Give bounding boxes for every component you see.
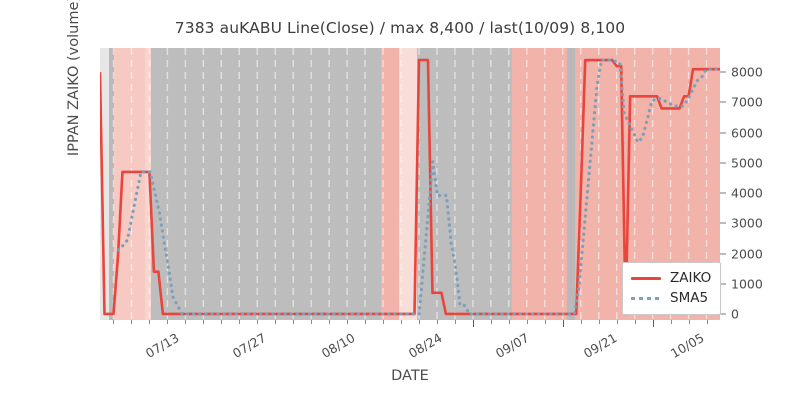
- legend-label-sma5: SMA5: [670, 290, 709, 306]
- x-axis-ticks: [100, 320, 720, 329]
- x-axis-tick-label: 09/07: [493, 330, 532, 362]
- background-band: [566, 48, 575, 320]
- y-axis-tick: 6000: [720, 125, 763, 140]
- data-series-layer: [100, 58, 720, 316]
- y-axis: 0 1000 2000 3000 4000 5000 6000 7000 8000: [720, 48, 798, 321]
- y-axis-tick: 1000: [720, 276, 763, 291]
- solid-line-icon: [631, 272, 661, 284]
- x-axis-minor-tick: [454, 320, 456, 324]
- x-axis-minor-tick: [688, 320, 690, 324]
- background-band: [144, 48, 151, 320]
- x-axis-major-tick: [562, 320, 565, 327]
- x-axis-minor-tick: [490, 320, 492, 324]
- x-axis-minor-tick: [311, 320, 313, 324]
- x-axis-minor-tick: [598, 320, 600, 324]
- x-axis-tick-label: 10/05: [667, 330, 707, 362]
- y-axis-tick: 3000: [720, 216, 763, 231]
- x-axis-labels: 07/13 07/27 08/10 08/24 09/07 09/21 10/05: [100, 330, 720, 370]
- x-axis-minor-tick: [113, 320, 115, 324]
- x-axis-minor-tick: [149, 320, 151, 324]
- background-band: [113, 48, 145, 320]
- x-axis-tick-label: 07/27: [230, 330, 269, 362]
- x-axis-minor-tick: [508, 320, 510, 324]
- x-axis-minor-tick: [329, 320, 331, 324]
- x-axis-minor-tick: [616, 320, 618, 324]
- x-axis-minor-tick: [544, 320, 546, 324]
- x-axis-minor-tick: [634, 320, 636, 324]
- chart-title: 7383 auKABU Line(Close) / max 8,400 / la…: [174, 19, 626, 37]
- x-axis-title: DATE: [391, 368, 429, 384]
- y-axis-tick: 8000: [720, 65, 763, 80]
- x-axis-minor-tick: [526, 320, 528, 324]
- background-band: [150, 48, 382, 320]
- y-axis-tick: 4000: [720, 186, 763, 201]
- y-axis-tick: 7000: [720, 95, 763, 110]
- legend-item-sma5[interactable]: SMA5: [631, 288, 711, 308]
- x-axis-minor-tick: [383, 320, 385, 324]
- x-axis-minor-tick: [670, 320, 672, 324]
- y-axis-title: IPPAN ZAIKO (volume): [66, 0, 82, 157]
- legend-item-zaiko[interactable]: ZAIKO: [631, 268, 711, 288]
- x-axis-minor-tick: [239, 320, 241, 324]
- series-line-sma5: [116, 58, 720, 316]
- x-axis-tick-label: 08/24: [405, 330, 445, 362]
- series-line-zaiko: [100, 58, 720, 316]
- x-axis-minor-tick: [706, 320, 708, 324]
- x-axis-minor-tick: [167, 320, 169, 324]
- x-axis-minor-tick: [365, 320, 367, 324]
- x-axis-minor-tick: [436, 320, 438, 324]
- x-axis-minor-tick: [418, 320, 420, 324]
- x-axis-minor-tick: [275, 320, 277, 324]
- x-axis-minor-tick: [401, 320, 402, 324]
- y-axis-tick: 0: [720, 306, 739, 321]
- y-axis-tick: 5000: [720, 155, 763, 170]
- y-axis-tick: 2000: [720, 246, 763, 261]
- x-axis-minor-tick: [131, 320, 133, 324]
- x-axis-tick-label: 09/21: [580, 330, 620, 362]
- x-axis-tick-label: 08/10: [318, 330, 358, 362]
- x-axis-minor-tick: [203, 320, 205, 324]
- background-band: [511, 48, 567, 320]
- x-axis-minor-tick: [221, 320, 223, 324]
- dotted-line-icon: [631, 292, 661, 304]
- x-axis-major-tick: [472, 320, 475, 327]
- x-axis-minor-tick: [347, 320, 349, 324]
- x-axis-minor-tick: [185, 320, 187, 324]
- background-band: [381, 48, 399, 320]
- x-axis-major-tick: [652, 320, 654, 327]
- background-band: [398, 48, 417, 320]
- legend-label-zaiko: ZAIKO: [670, 270, 712, 286]
- x-axis-minor-tick: [293, 320, 295, 324]
- x-axis-minor-tick: [257, 320, 259, 324]
- x-axis-tick-label: 07/13: [142, 330, 182, 362]
- chart-legend[interactable]: ZAIKO SMA5: [622, 262, 722, 315]
- background-band: [108, 48, 114, 320]
- x-axis-minor-tick: [580, 320, 582, 324]
- background-band: [100, 48, 109, 320]
